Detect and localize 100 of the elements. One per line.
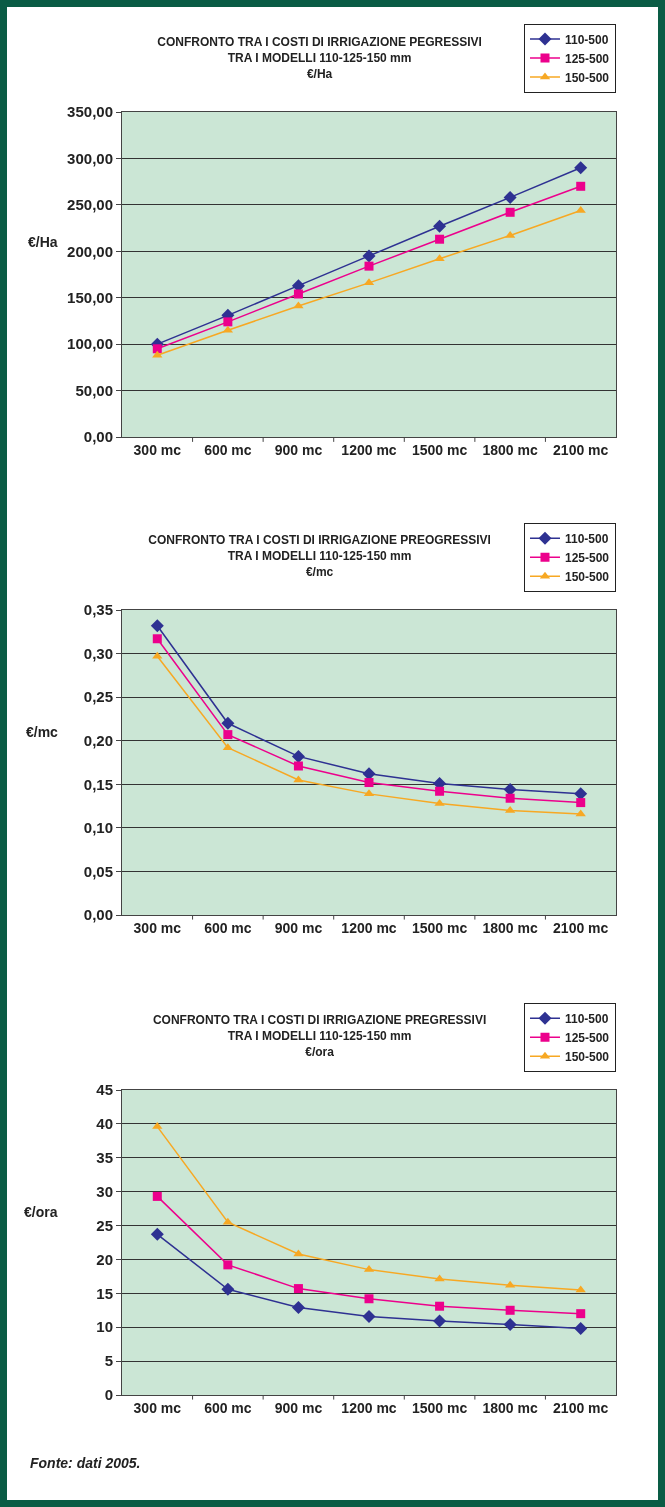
point xyxy=(293,761,303,771)
point xyxy=(362,1309,376,1323)
y-tick-label: 200,00 xyxy=(67,242,113,260)
y-tick-label: 0,05 xyxy=(83,862,113,880)
y-tick-label: 0,00 xyxy=(83,428,113,446)
point xyxy=(221,716,235,730)
point xyxy=(576,1309,586,1319)
x-tick-label: 900 mc xyxy=(274,919,323,936)
y-tick-label: 35 xyxy=(96,1149,113,1167)
legend-label: 110-500 xyxy=(565,531,609,546)
point xyxy=(505,793,515,803)
x-tick-label: 600 mc xyxy=(204,919,252,936)
point xyxy=(291,749,305,763)
y-axis-title: €/mc xyxy=(26,724,59,740)
legend-label: 125-500 xyxy=(565,51,610,66)
point xyxy=(433,219,447,233)
legend-label: 150-500 xyxy=(565,1049,610,1064)
x-tick-label: 1800 mc xyxy=(482,919,538,936)
point xyxy=(574,161,588,175)
point xyxy=(575,1285,586,1293)
y-tick-label: 350,00 xyxy=(67,103,113,121)
y-tick-label: 0 xyxy=(104,1386,113,1404)
point xyxy=(362,767,376,781)
legend-label: 125-500 xyxy=(565,1030,610,1045)
point xyxy=(152,634,162,644)
chart-subtitle: €/mc xyxy=(305,564,334,579)
y-tick-label: 15 xyxy=(96,1284,113,1302)
point xyxy=(433,1314,447,1328)
y-tick-label: 20 xyxy=(96,1250,113,1268)
point xyxy=(221,1282,235,1296)
y-tick-label: 45 xyxy=(96,1081,113,1099)
y-tick-label: 25 xyxy=(96,1216,113,1234)
point xyxy=(434,798,445,806)
point xyxy=(152,350,163,358)
x-tick-label: 1500 mc xyxy=(411,1399,468,1416)
y-tick-label: 250,00 xyxy=(67,196,113,214)
point xyxy=(362,249,376,263)
x-tick-label: 300 mc xyxy=(133,919,182,936)
point xyxy=(574,787,588,801)
point xyxy=(576,181,586,191)
point xyxy=(503,1318,517,1332)
point xyxy=(505,207,515,217)
point xyxy=(150,619,164,633)
point xyxy=(152,1191,162,1201)
point xyxy=(364,1294,374,1304)
x-tick-label: 1200 mc xyxy=(341,441,397,458)
y-axis-title: €/ora xyxy=(24,1204,58,1220)
chart-title: CONFRONTO TRA I COSTI DI IRRIGAZIONE PEGRESSIVI TRA I MODELLI 110-125-150 mm xyxy=(157,35,482,65)
point xyxy=(505,1305,515,1315)
y-tick-label: 300,00 xyxy=(67,149,113,167)
point xyxy=(435,1301,445,1311)
point xyxy=(152,344,162,354)
x-tick-label: 1800 mc xyxy=(482,441,538,458)
y-tick-label: 10 xyxy=(96,1318,113,1336)
x-tick-label: 1200 mc xyxy=(341,1399,397,1416)
legend-label: 110-500 xyxy=(565,32,609,47)
legend-label: 125-500 xyxy=(565,550,610,565)
point xyxy=(364,261,374,271)
y-tick-label: 0,00 xyxy=(83,906,113,924)
x-tick-label: 600 mc xyxy=(204,441,252,458)
x-tick-label: 300 mc xyxy=(133,441,182,458)
source-note: Fonte: dati 2005. xyxy=(30,1455,141,1471)
point xyxy=(291,1301,305,1315)
x-tick-label: 1800 mc xyxy=(482,1399,538,1416)
point xyxy=(435,786,445,796)
y-tick-label: 100,00 xyxy=(67,335,113,353)
y-tick-label: 0,10 xyxy=(83,819,113,837)
chart-subtitle: €/Ha xyxy=(306,66,333,81)
legend-label: 150-500 xyxy=(565,569,610,584)
y-tick-label: 30 xyxy=(96,1182,113,1200)
point xyxy=(223,317,233,327)
point xyxy=(435,234,445,244)
x-tick-label: 1200 mc xyxy=(341,919,397,936)
x-tick-label: 1500 mc xyxy=(411,919,468,936)
y-tick-label: 0,30 xyxy=(83,644,113,662)
point xyxy=(293,1284,303,1294)
legend-label: 110-500 xyxy=(565,1011,609,1026)
x-tick-label: 1500 mc xyxy=(411,441,468,458)
y-tick-label: 150,00 xyxy=(67,288,113,306)
y-axis-title: €/Ha xyxy=(28,234,58,250)
chart-title: CONFRONTO TRA I COSTI DI IRRIGAZIONE PREOGRESSIVI TRA I MODELLI 110-125-150 mm xyxy=(148,533,491,563)
y-tick-label: 50,00 xyxy=(75,381,113,399)
point xyxy=(223,730,233,740)
point xyxy=(503,190,517,204)
y-tick-label: 40 xyxy=(96,1115,113,1133)
x-tick-label: 2100 mc xyxy=(553,441,609,458)
y-tick-label: 0,20 xyxy=(83,731,113,749)
point xyxy=(575,205,586,213)
point xyxy=(293,289,303,299)
y-tick-label: 0,35 xyxy=(83,601,113,619)
x-tick-label: 900 mc xyxy=(274,441,323,458)
point xyxy=(364,778,374,788)
point xyxy=(293,775,304,783)
x-tick-label: 2100 mc xyxy=(553,1399,609,1416)
y-tick-label: 5 xyxy=(104,1352,113,1370)
point xyxy=(574,1322,588,1336)
x-tick-label: 2100 mc xyxy=(553,919,609,936)
point xyxy=(575,809,586,817)
legend-label: 150-500 xyxy=(565,70,610,85)
point xyxy=(150,1227,164,1241)
